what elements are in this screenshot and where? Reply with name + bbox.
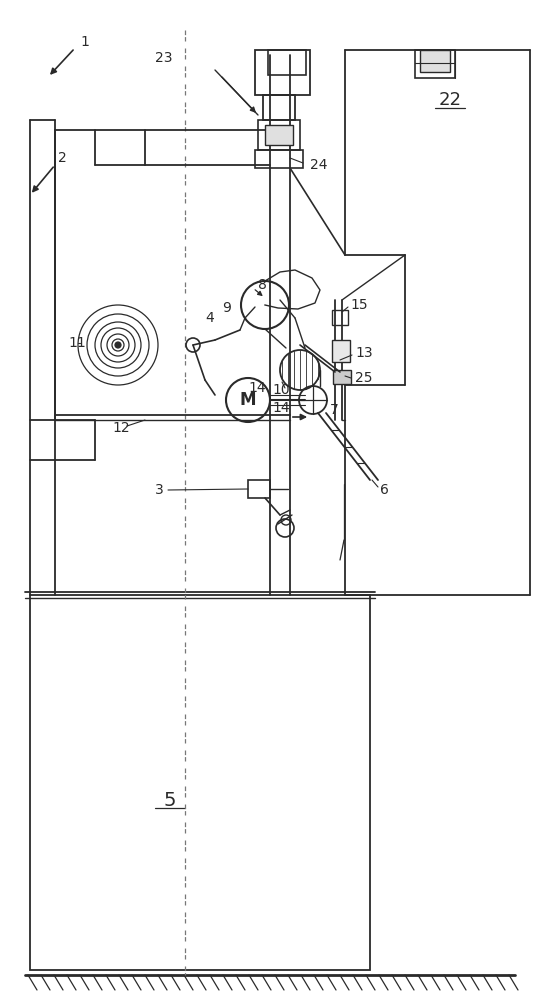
Bar: [263, 95, 295, 120]
Text: 6: 6: [380, 483, 389, 497]
Text: 11: 11: [68, 336, 86, 350]
Text: 7: 7: [330, 403, 339, 417]
Bar: [332, 340, 350, 362]
Text: 2: 2: [58, 151, 67, 165]
Bar: [332, 310, 348, 325]
Text: 22: 22: [439, 91, 461, 109]
Bar: [30, 595, 370, 970]
Text: 14: 14: [272, 401, 289, 415]
Bar: [255, 150, 303, 168]
Text: 8: 8: [258, 278, 267, 292]
Bar: [415, 50, 455, 78]
Circle shape: [115, 342, 121, 348]
Bar: [268, 50, 306, 75]
Text: 1: 1: [80, 35, 89, 49]
Text: 23: 23: [155, 51, 173, 65]
Text: 10: 10: [272, 383, 289, 397]
Text: 25: 25: [355, 371, 373, 385]
Bar: [420, 50, 450, 72]
Text: 4: 4: [205, 311, 214, 325]
Bar: [248, 480, 270, 498]
Text: 5: 5: [164, 790, 176, 810]
Bar: [255, 50, 310, 95]
Text: 3: 3: [155, 483, 164, 497]
Text: 12: 12: [112, 421, 130, 435]
Text: 9: 9: [222, 301, 231, 315]
Text: 13: 13: [355, 346, 373, 360]
Text: 15: 15: [350, 298, 368, 312]
Text: 14: 14: [248, 381, 266, 395]
Bar: [258, 120, 300, 150]
Text: 24: 24: [310, 158, 327, 172]
Bar: [265, 125, 293, 145]
Text: M: M: [240, 391, 256, 409]
Bar: [333, 370, 351, 384]
